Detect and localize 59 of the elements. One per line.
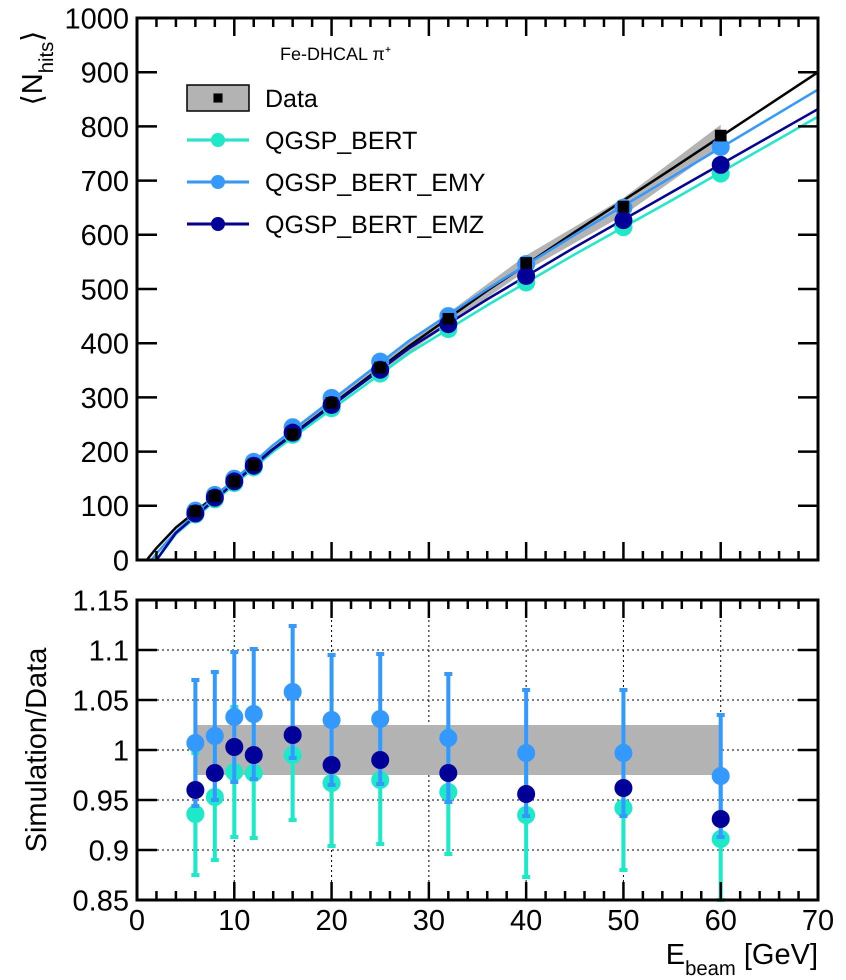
y-tick-label: 700 [80,166,129,198]
x-tick-label: 60 [704,905,737,937]
point [712,810,730,828]
point [517,744,536,762]
y-tick-label: 800 [80,112,129,144]
point [439,764,458,782]
y-tick-label: 1.05 [72,685,129,718]
y-tick-label: 300 [80,382,129,415]
point [186,805,204,823]
point [517,785,536,803]
x-tick-label: 70 [802,905,834,937]
point [244,746,263,764]
point [225,738,244,756]
point [225,708,244,726]
legend-label: QGSP_BERT_EMY [265,169,486,197]
y-tick-label: 1000 [64,3,129,36]
legend-label: QGSP_BERT [265,127,418,155]
point [517,266,536,285]
point [712,156,730,174]
x-tick-label: 40 [510,905,542,937]
point [614,744,632,762]
annotation: Fe-DHCAL π⁺ [280,44,391,64]
y-tick-label: 900 [80,58,129,90]
x-tick-label: 30 [412,905,445,937]
point [186,781,204,799]
legend-label: Data [265,85,318,113]
x-tick-label: 20 [315,905,348,937]
point [439,729,458,747]
point [614,211,632,230]
legend-label: QGSP_BERT_EMZ [265,211,484,239]
point [712,767,730,785]
point [284,726,302,744]
y-tick-label: 1.1 [88,635,129,668]
point [206,727,224,745]
y-tick-label: 0.9 [88,835,129,868]
y-tick-label: 0.85 [72,885,129,918]
y-tick-label: 1 [112,735,129,768]
point [371,751,390,769]
y-tick-label: 500 [80,274,129,306]
y-tick-label: 1.15 [72,585,129,618]
point [244,705,263,723]
y-tick-label: 600 [80,220,129,252]
y-axis-title: Simulation/Data [21,646,53,852]
y-tick-label: 0 [112,545,129,578]
y-tick-label: 200 [80,437,129,469]
point [714,130,727,142]
y-tick-label: 400 [80,328,129,361]
point [186,734,204,752]
point [322,756,341,774]
point [614,779,632,797]
x-tick-label: 10 [218,905,250,937]
y-tick-label: 0.95 [72,785,129,818]
point [284,683,302,701]
x-tick-label: 50 [607,905,640,937]
point [206,764,224,782]
x-axis-title: E$_{beam}$ [GeV] [666,939,818,980]
point [322,711,341,729]
y-tick-label: 100 [80,491,129,524]
point [371,710,390,728]
